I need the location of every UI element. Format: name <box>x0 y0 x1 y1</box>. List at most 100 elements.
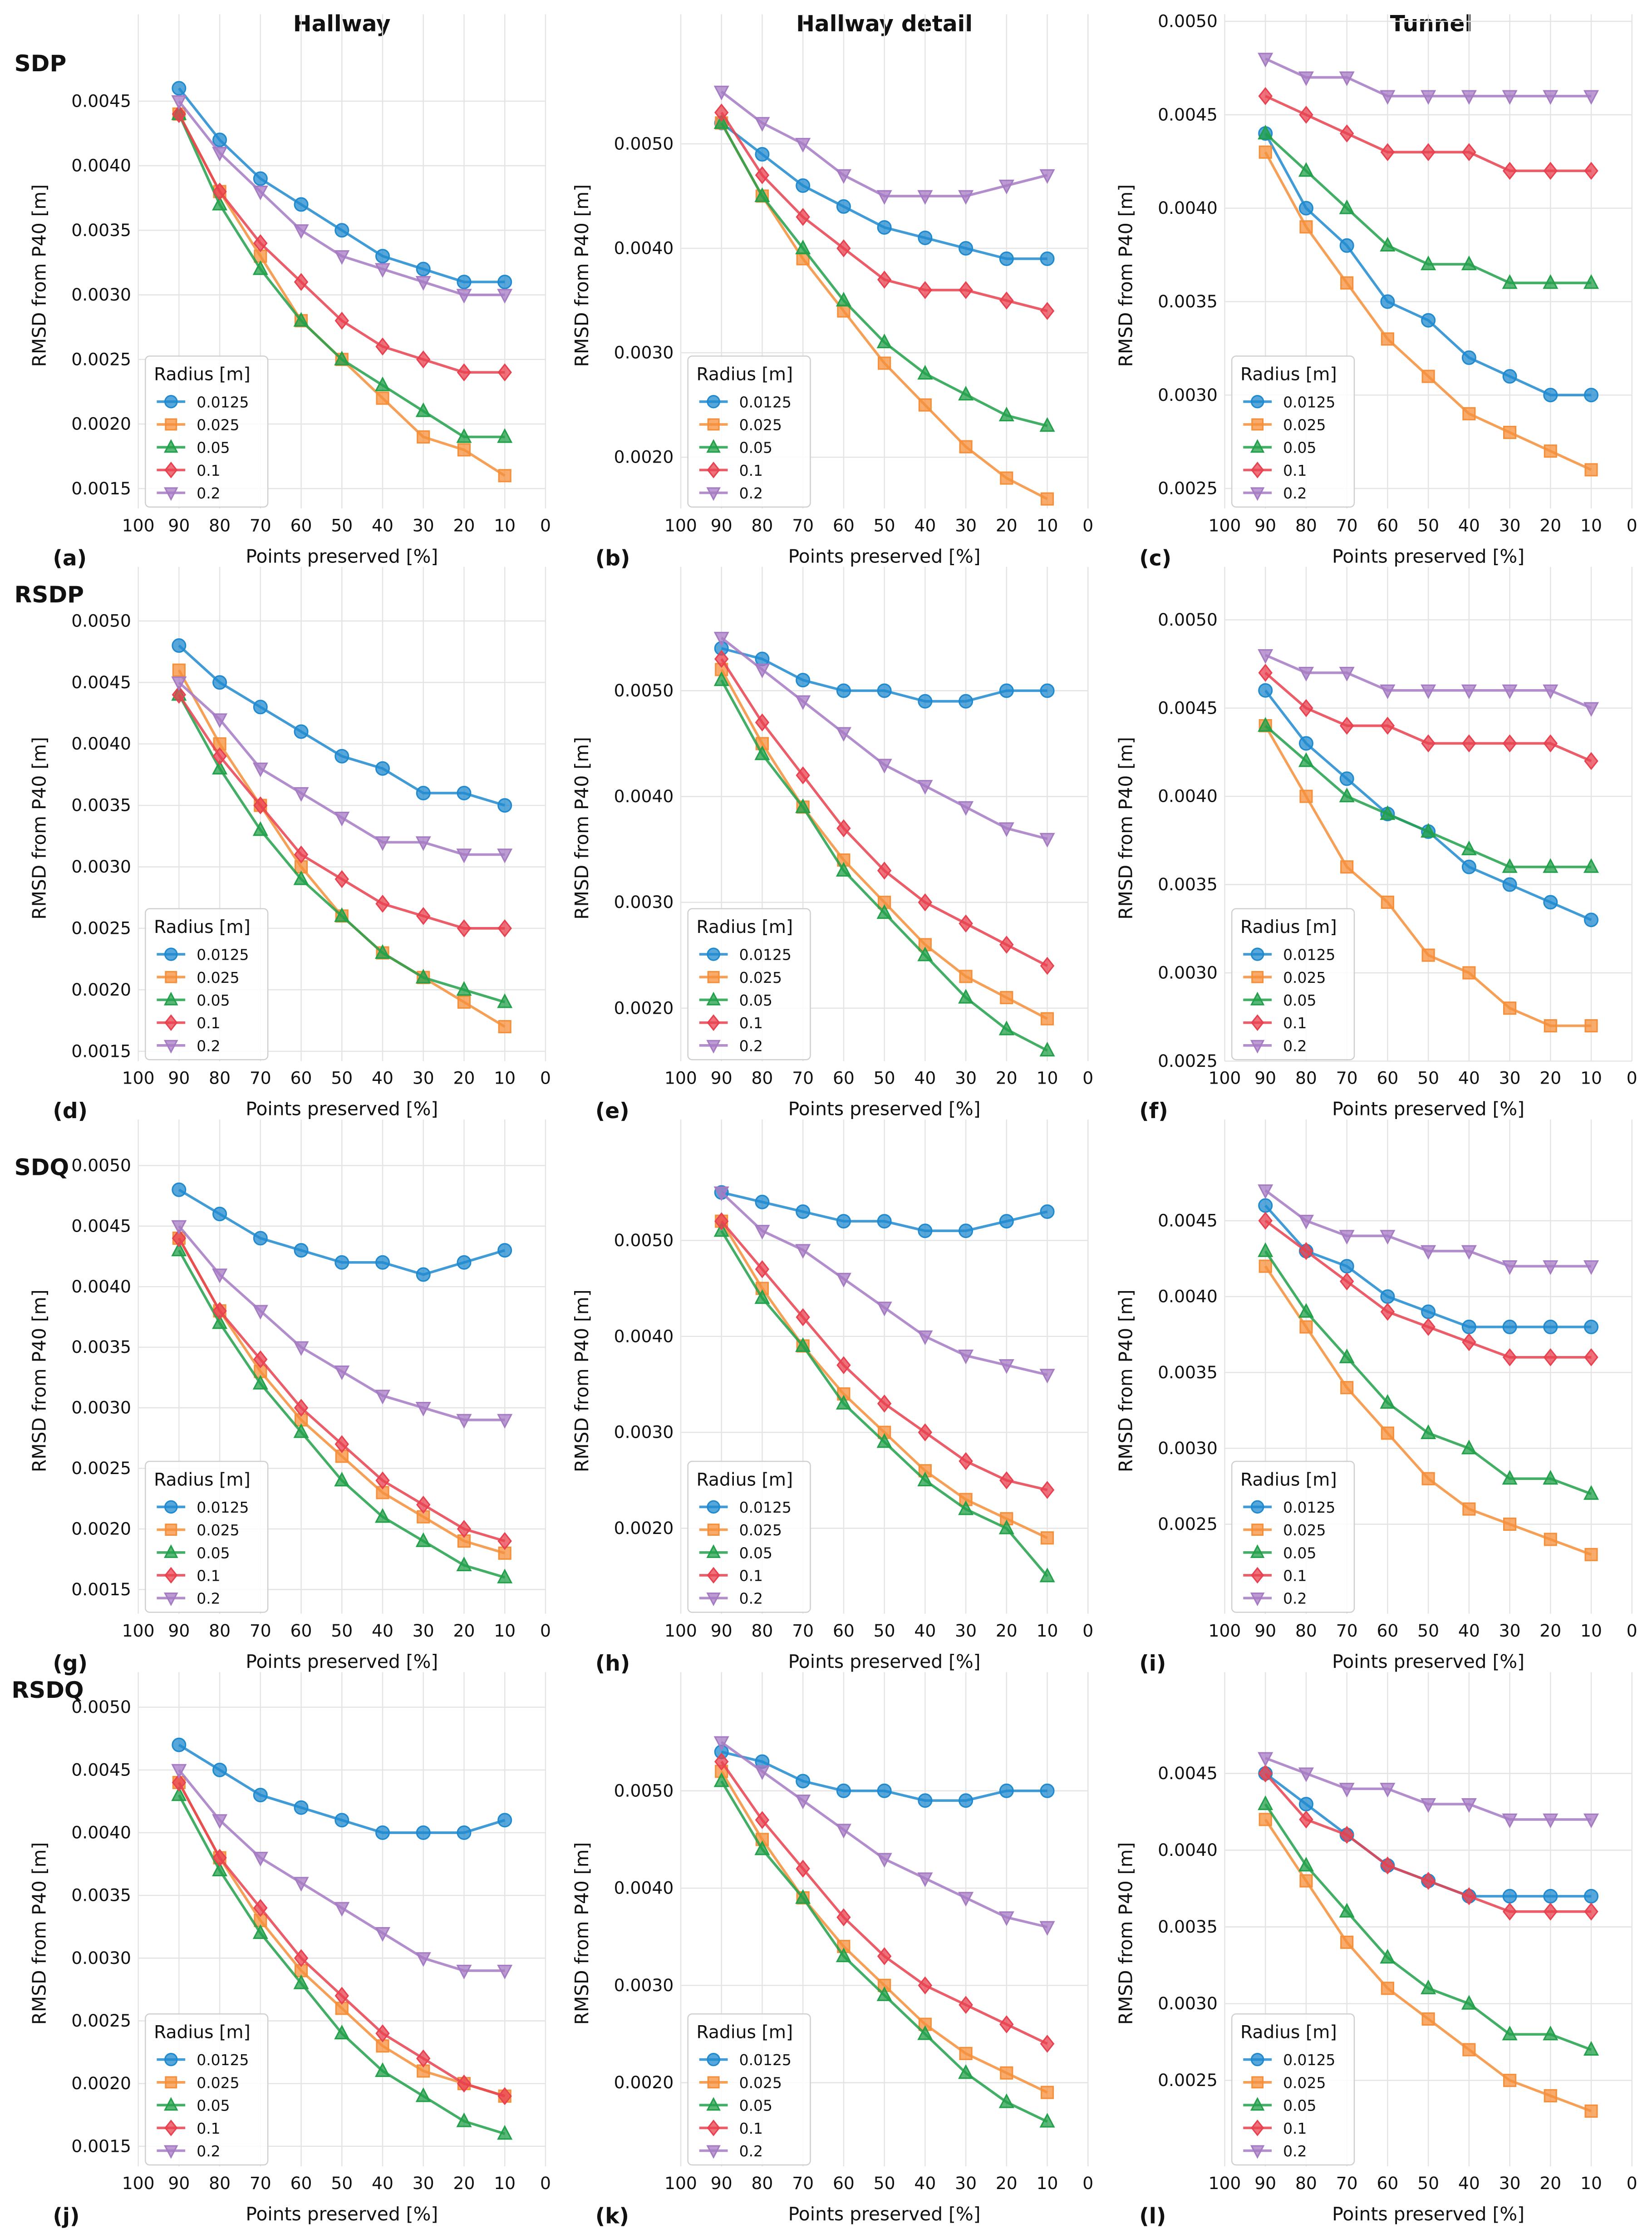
data-point <box>877 861 892 880</box>
x-tick-label: 40 <box>372 1621 393 1641</box>
series-0.05 <box>713 114 1055 432</box>
x-tick-label: 100 <box>664 1068 697 1088</box>
x-axis-label: Points preserved [%] <box>1332 2203 1524 2225</box>
chart-panel-d: 100 90 80 70 60 50 40 30 20 10 00.00150.00200.0025… <box>29 567 551 1124</box>
data-point <box>795 1795 811 1810</box>
x-tick-label: 40 <box>372 2173 393 2193</box>
x-tick-label: 80 <box>751 1068 773 1088</box>
data-point <box>917 1872 933 1887</box>
data-point <box>998 406 1014 422</box>
data-point <box>1583 1813 1599 1829</box>
y-tick-label: 0.0035 <box>1158 291 1218 311</box>
x-tick-label: 0 <box>1082 2173 1093 2193</box>
data-point <box>416 2049 431 2068</box>
y-tick-label: 0.0050 <box>71 1155 131 1175</box>
data-point <box>171 676 187 691</box>
y-tick-label: 0.0040 <box>71 1823 131 1843</box>
data-point <box>1502 2025 1518 2041</box>
legend-marker-square-icon <box>1251 1524 1264 1536</box>
panel-letter: (f) <box>1139 1099 1168 1124</box>
data-point <box>334 1987 349 2005</box>
x-tick-label: 70 <box>250 2173 271 2193</box>
data-point <box>876 1302 892 1317</box>
data-point <box>375 1255 390 1270</box>
legend-label: 0.025 <box>739 1521 782 1539</box>
legend-entry: 0.0125 <box>157 393 249 411</box>
legend-entry: 0.0125 <box>157 1499 249 1516</box>
data-point <box>1543 1319 1558 1334</box>
y-tick-label: 0.0030 <box>614 892 674 912</box>
data-point <box>415 836 431 851</box>
legend-marker-circle-icon <box>164 2052 178 2066</box>
chart-panel-c: 100 90 80 70 60 50 40 30 20 10 00.00250.00300.0035… <box>1115 11 1637 571</box>
legend-marker-triangle-up-icon <box>706 439 721 453</box>
legend-label: 0.2 <box>739 2142 763 2160</box>
legend-label: 0.05 <box>739 991 772 1009</box>
x-axis-label: Points preserved [%] <box>788 2203 981 2225</box>
x-tick-label: 20 <box>453 2173 475 2193</box>
chart-panel-k: 100 90 80 70 60 50 40 30 20 10 00.00200.00300.0040… <box>571 1672 1093 2229</box>
data-point <box>497 363 512 382</box>
y-tick-label: 0.0030 <box>614 343 674 363</box>
data-point <box>1299 1874 1313 1888</box>
legend-entry: 0.025 <box>157 1521 240 1539</box>
x-tick-label: 20 <box>1539 1621 1561 1641</box>
data-point <box>1462 407 1476 420</box>
data-point <box>998 2093 1014 2108</box>
data-point <box>1339 1230 1355 1245</box>
data-point <box>1339 1348 1355 1363</box>
data-point <box>998 1911 1014 1926</box>
y-axis-label: RMSD from P40 [m] <box>1115 737 1137 919</box>
data-point <box>1462 2043 1476 2057</box>
y-axis-label: RMSD from P40 [m] <box>29 184 50 367</box>
series-0.1 <box>714 104 1055 320</box>
data-point <box>795 1337 811 1352</box>
data-point <box>253 1788 268 1803</box>
data-point <box>1584 162 1598 180</box>
x-tick-label: 10 <box>494 515 516 535</box>
data-point <box>1543 734 1558 753</box>
legend-marker-circle-icon <box>164 1500 178 1514</box>
y-tick-label: 0.0025 <box>1158 1514 1218 1534</box>
data-point <box>1381 1426 1394 1440</box>
data-point <box>457 995 471 1009</box>
data-point <box>374 1508 391 1523</box>
legend-entry: 0.1 <box>157 1567 221 1585</box>
data-point <box>1298 736 1313 751</box>
data-point <box>876 904 892 919</box>
data-point <box>836 1824 851 1839</box>
x-tick-label: 30 <box>413 1068 434 1088</box>
data-point <box>1502 1348 1517 1366</box>
data-point <box>294 273 309 291</box>
data-point <box>795 695 811 710</box>
data-point <box>1039 169 1055 184</box>
data-point <box>1298 1797 1313 1812</box>
data-point <box>1543 2025 1559 2041</box>
legend-entry: 0.05 <box>699 1544 772 1562</box>
legend-label: 0.1 <box>1283 462 1307 479</box>
series-0.2 <box>713 1186 1055 1384</box>
data-point <box>1299 105 1313 124</box>
series-0.025 <box>1259 1259 1598 1561</box>
x-tick-label: 60 <box>1377 1621 1398 1641</box>
legend-marker-diamond-icon <box>707 1567 720 1584</box>
y-tick-label: 0.0040 <box>614 1878 674 1898</box>
y-tick-label: 0.0030 <box>71 285 131 305</box>
x-tick-label: 20 <box>1539 2173 1561 2193</box>
data-point <box>1339 124 1354 143</box>
data-point <box>334 1435 349 1453</box>
series-0.1 <box>172 686 512 937</box>
y-tick-label: 0.0020 <box>71 414 131 434</box>
x-tick-label: 20 <box>996 1621 1018 1641</box>
legend-entry: 0.1 <box>699 462 763 479</box>
data-point <box>959 1223 974 1238</box>
y-axis-label: RMSD from P40 [m] <box>29 737 50 919</box>
data-point <box>212 182 227 201</box>
x-tick-label: 10 <box>1037 515 1058 535</box>
data-point <box>456 428 472 443</box>
y-tick-label: 0.0040 <box>614 238 674 258</box>
legend-marker-circle-icon <box>164 947 178 961</box>
data-point <box>1421 948 1435 962</box>
data-point <box>1339 716 1354 735</box>
legend-title: Radius [m] <box>696 2022 793 2043</box>
